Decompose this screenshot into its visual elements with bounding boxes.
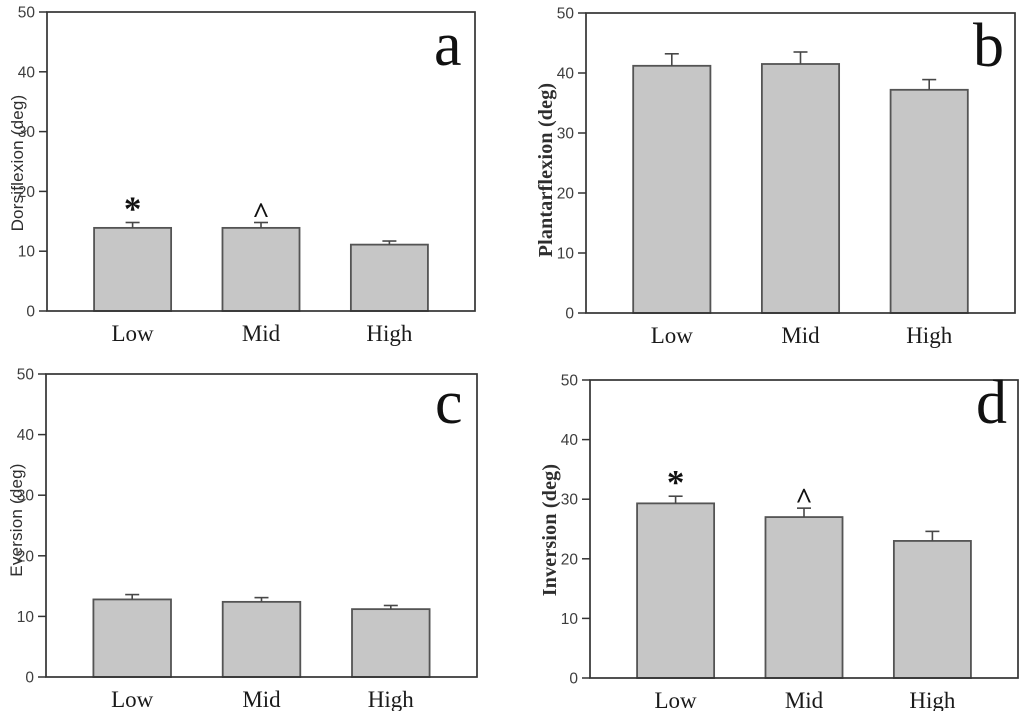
y-tick-label: 40 — [557, 66, 575, 83]
y-tick-label: 20 — [17, 548, 35, 565]
bar-low — [632, 64, 712, 314]
y-tick-label: 30 — [561, 492, 579, 509]
bar-mid — [760, 63, 841, 314]
panel-letter: c — [435, 369, 463, 437]
y-tick-label: 20 — [557, 186, 575, 203]
bar-high — [349, 243, 429, 312]
y-tick-label: 0 — [565, 306, 574, 323]
x-category-label: Low — [655, 688, 698, 711]
bar-high — [351, 608, 431, 678]
y-tick-label: 50 — [561, 373, 579, 390]
panel-d-plot: 0 10 20 30 40 50 * Low ^ Mid High — [561, 373, 1019, 711]
y-tick-label: 0 — [25, 670, 34, 687]
y-tick-label: 10 — [561, 611, 579, 628]
significance-symbol: ^ — [252, 196, 269, 229]
x-category-label: Mid — [242, 321, 281, 346]
y-tick-label: 10 — [18, 244, 36, 261]
plot-frame — [589, 379, 1019, 679]
y-tick-label: 40 — [561, 432, 579, 449]
x-category-label: Mid — [781, 323, 820, 348]
panel-letter: a — [434, 11, 462, 79]
x-category-label: Mid — [242, 687, 281, 711]
x-category-label: Mid — [785, 688, 824, 711]
bar-mid — [221, 600, 302, 678]
bar-mid — [221, 226, 301, 312]
y-tick-label: 0 — [26, 304, 35, 321]
y-tick-label: 40 — [17, 427, 35, 444]
x-category-label: High — [906, 323, 953, 348]
bar-high — [889, 88, 969, 314]
x-category-label: High — [368, 687, 415, 711]
y-tick-label: 50 — [17, 367, 35, 384]
bar-low — [636, 502, 716, 679]
panel-a-plot: 0 10 20 30 40 50 * Low ^ Mid High — [18, 5, 476, 346]
bar-low — [93, 226, 173, 312]
plot-frame — [45, 373, 478, 678]
panel-a: Dorsiflexion (deg) 0 10 20 30 40 50 * Low ^ Mid Hi… — [0, 0, 512, 355]
bar-mid — [764, 516, 844, 679]
panel-c: Eversion (deg) 0 10 20 30 40 50 Low Mid High c — [0, 356, 512, 711]
x-category-label: High — [366, 321, 413, 346]
significance-symbol: ^ — [795, 482, 812, 515]
panel-b: Plantarflexion (deg) 0 10 20 30 40 50 Low Mid Hi… — [512, 0, 1024, 355]
x-category-label: High — [909, 688, 956, 711]
bar-low — [92, 598, 172, 678]
y-tick-label: 0 — [569, 671, 578, 688]
y-tick-label: 30 — [557, 126, 575, 143]
y-tick-label: 40 — [18, 64, 36, 81]
plot-frame — [46, 11, 476, 312]
panel-c-plot: 0 10 20 30 40 50 Low Mid High — [17, 367, 478, 711]
y-tick-label: 50 — [557, 6, 575, 23]
y-tick-label: 30 — [17, 488, 35, 505]
significance-symbol: * — [667, 463, 685, 502]
panel-d: Inversion (deg) 0 10 20 30 40 50 * Low ^ Mid High … — [512, 356, 1024, 711]
y-tick-label: 20 — [18, 184, 36, 201]
panel-b-plot: 0 10 20 30 40 50 Low Mid High — [557, 6, 1016, 348]
y-tick-label: 10 — [17, 609, 35, 626]
y-tick-label: 50 — [18, 5, 36, 22]
panel-letter: b — [973, 12, 1004, 80]
y-tick-label: 10 — [557, 246, 575, 263]
panel-letter: d — [976, 369, 1007, 437]
x-category-label: Low — [651, 323, 694, 348]
y-tick-label: 20 — [561, 551, 579, 568]
x-category-label: Low — [112, 321, 155, 346]
plot-frame — [585, 12, 1016, 314]
significance-symbol: * — [124, 189, 142, 228]
x-category-label: Low — [111, 687, 154, 711]
bar-high — [892, 540, 972, 679]
y-tick-label: 30 — [18, 124, 36, 141]
